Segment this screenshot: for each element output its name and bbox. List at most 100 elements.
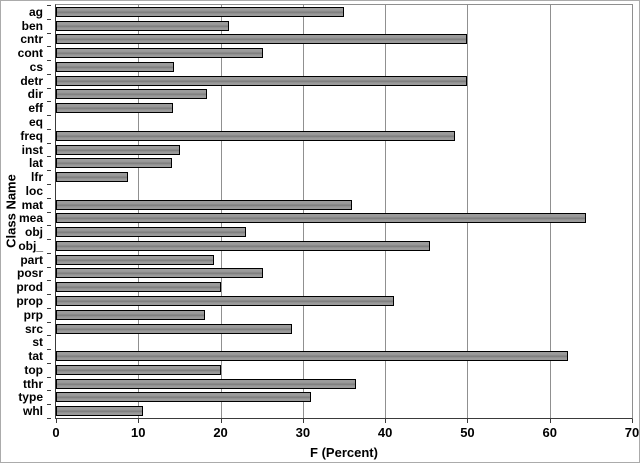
y-axis-tick [47,225,51,227]
bar-prod [56,282,221,293]
bar-obj [56,227,247,238]
category-label-dir: dir [27,87,43,102]
bar-prop [56,295,395,306]
gridline [385,5,387,418]
category-label-src: src [24,321,43,336]
category-label-prp: prp [23,307,43,322]
bar-type [56,392,312,403]
bar-posr [56,268,264,279]
category-label-tthr: tthr [23,376,43,391]
category-label-whl: whl [23,404,43,419]
y-axis-tick [47,183,51,185]
y-axis-tick [47,418,51,419]
x-tick-label-70: 70 [624,425,640,440]
y-axis-tick [47,142,51,144]
bar-prp [56,309,205,320]
y-axis-tick [47,18,51,20]
x-axis-tick [56,419,57,423]
y-axis-tick [47,156,51,158]
category-label-ben: ben [21,18,43,33]
bar-lat [56,158,173,169]
y-axis-tick [47,197,51,199]
bar-whl [56,406,144,417]
y-axis-tick [47,60,51,62]
y-axis-tick [47,128,51,130]
category-label-top: top [24,362,43,377]
category-label-st: st [32,335,43,350]
y-axis-tick [47,307,51,309]
y-axis-tick [47,390,51,392]
bar-cont [56,48,264,59]
y-axis-tick [47,101,51,103]
category-label-lfr: lfr [31,170,43,185]
bar-ben [56,20,229,31]
category-label-obj_: obj_ [18,238,43,253]
bar-inst [56,144,181,155]
y-axis-tick [47,211,51,213]
x-tick-label-30: 30 [295,425,311,440]
bar-lfr [56,172,128,183]
category-label-posr: posr [16,266,43,281]
bar-freq [56,130,456,141]
bar-mea [56,213,586,224]
bar-cntr [56,34,468,45]
bar-tthr [56,378,357,389]
category-label-loc: loc [25,183,43,198]
gridline [220,5,222,418]
category-label-type: type [18,390,43,405]
bar-eff [56,103,173,114]
category-label-detr: detr [20,73,43,88]
gridline [467,5,469,418]
y-axis-tick [47,87,51,89]
y-axis-tick [47,73,51,75]
category-label-cs: cs [29,59,43,74]
y-axis-tick [47,5,51,6]
y-axis-tick [47,252,51,254]
bar-part [56,254,214,265]
x-axis-tick [549,419,551,423]
y-axis-tick [47,294,51,296]
bar-detr [56,75,468,86]
bar-mat [56,199,353,210]
x-axis-tick [632,419,633,423]
x-axis-label: F (Percent) [310,445,378,460]
category-label-prod: prod [16,280,43,295]
category-label-obj: obj [25,225,43,240]
bar-dir [56,89,207,100]
x-tick-label-60: 60 [542,425,557,440]
category-label-ag: ag [28,4,43,19]
category-label-lat: lat [28,156,43,171]
gridline [549,5,551,418]
x-axis-tick [220,419,222,423]
category-label-eq: eq [28,115,43,130]
bar-ag [56,6,344,17]
category-axis: ag ben cntr cont cs detr dir eff eq freq inst lat lf… [1,4,51,419]
bar-tat [56,351,568,362]
y-axis-tick [47,266,51,268]
y-axis-tick [47,335,51,337]
x-tick-label-40: 40 [377,425,393,440]
x-axis-tick [138,419,140,423]
y-axis-tick [47,115,51,117]
bar-src [56,323,293,334]
y-axis-tick [47,404,51,406]
y-axis-tick [47,349,51,351]
x-tick-label-50: 50 [460,425,475,440]
y-axis-tick [47,170,51,172]
bar-cs [56,61,175,72]
x-axis-tick [385,419,387,423]
y-axis-tick [47,239,51,241]
x-tick-label-20: 20 [213,425,228,440]
x-tick-label-0: 0 [52,425,60,440]
plot-area [55,4,633,419]
y-axis-tick [47,321,51,323]
y-axis-tick [47,362,51,364]
category-label-tat: tat [28,349,43,364]
category-label-prop: prop [16,293,43,308]
category-label-eff: eff [28,101,43,116]
y-axis-tick [47,32,51,34]
category-label-freq: freq [20,128,43,143]
category-label-cont: cont [17,46,43,61]
x-axis: 0 10 20 30 40 50 60 70 [1,419,640,445]
